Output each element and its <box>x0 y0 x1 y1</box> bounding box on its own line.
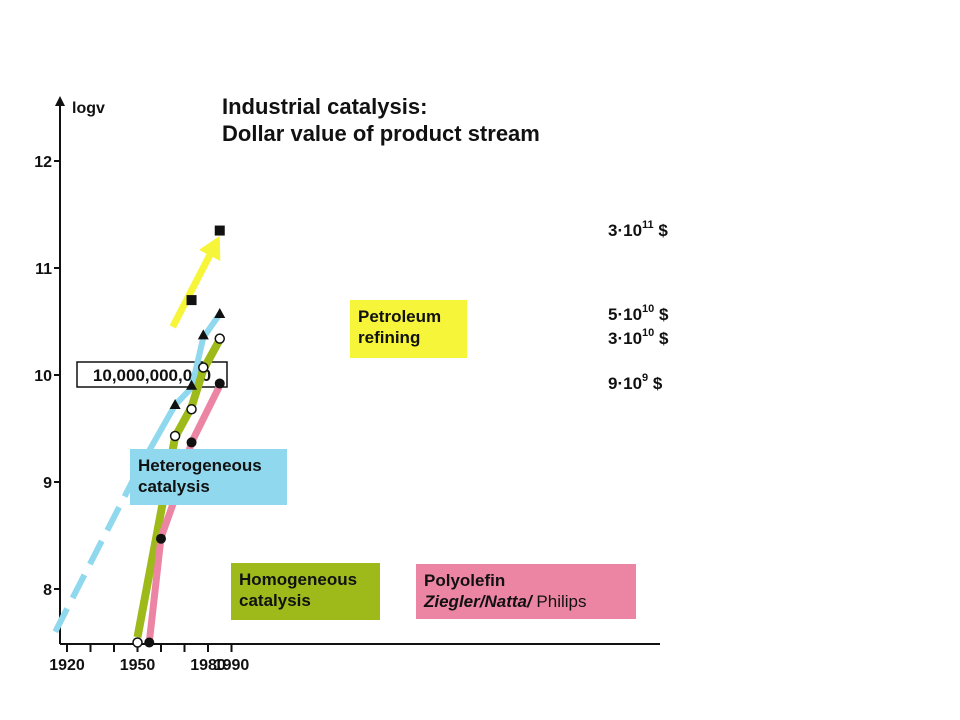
y-tick-label-10: 10 <box>34 368 52 385</box>
reference-value-label: 10,000,000,000 <box>93 366 211 385</box>
y-tick-label-9: 9 <box>43 475 52 492</box>
heterogeneous-label-line-1: Heterogeneous <box>138 456 262 475</box>
x-tick-label-1980: 1980 <box>190 657 226 674</box>
homogeneous-marker-1 <box>169 430 181 442</box>
heterogeneous-label-box: Heterogeneous catalysis <box>130 449 287 505</box>
y-tick-label-8: 8 <box>43 582 52 599</box>
petroleum-label-box: Petroleum refining <box>350 300 467 358</box>
heterogeneous-end-value: 5·1010 $ <box>608 303 669 324</box>
heterogeneous-marker-1 <box>169 398 181 409</box>
polyolefin-label-box: Polyolefin Ziegler/Natta/ Philips <box>416 564 636 619</box>
y-axis-arrow <box>55 96 65 106</box>
polyolefin-label-bg <box>416 564 636 619</box>
polyolefin-label-line-1: Polyolefin <box>424 571 505 590</box>
x-tick-label-1920: 1920 <box>49 657 85 674</box>
y-tick-label-11: 11 <box>35 261 52 278</box>
heterogeneous-marker-3 <box>197 329 209 340</box>
chart-title-line-1: Industrial catalysis: <box>222 94 427 119</box>
heterogeneous-marker-2 <box>186 379 198 390</box>
x-tick-label-1990: 1990 <box>214 657 250 674</box>
x-tick-label-1950: 1950 <box>120 657 156 674</box>
homogeneous-label-line-2: catalysis <box>239 591 311 610</box>
homogeneous-label-box: Homogeneous catalysis <box>231 563 380 620</box>
heterogeneous-dashed-line <box>52 469 141 634</box>
petroleum-label-bg <box>350 300 467 358</box>
petroleum-arrow-line <box>169 253 213 329</box>
petroleum-marker-0 <box>186 295 197 306</box>
petroleum-marker-1 <box>214 225 225 236</box>
petroleum-end-value: 3·1011 $ <box>608 219 668 240</box>
homogeneous-marker-2 <box>186 403 197 415</box>
polyolefin-marker-0 <box>144 637 155 648</box>
heterogeneous-marker-4 <box>214 308 226 319</box>
homogeneous-label-bg <box>231 563 380 620</box>
polyolefin-end-value: 9·109 $ <box>608 372 663 393</box>
polyolefin-marker-1 <box>156 533 166 544</box>
chart-title-line-2: Dollar value of product stream <box>222 121 540 146</box>
heterogeneous-label-bg <box>130 449 287 505</box>
y-tick-label-12: 12 <box>34 154 52 171</box>
homogeneous-label-line-1: Homogeneous <box>239 570 357 589</box>
series-layer <box>52 225 226 648</box>
petroleum-arrow-head <box>198 235 221 261</box>
homogeneous-marker-0 <box>132 637 143 648</box>
y-axis-label: logv <box>72 100 105 117</box>
title: Industrial catalysis: Dollar value of pr… <box>222 94 540 146</box>
polyolefin-label-line-2: Ziegler/Natta/ Philips <box>423 592 587 611</box>
homogeneous-end-value: 3·1010 $ <box>608 327 669 348</box>
polyolefin-marker-3 <box>186 437 197 448</box>
polyolefin-marker-4 <box>214 378 225 389</box>
labels-layer: 3·1011 $ 5·1010 $ 3·1010 $ 9·109 $ Petroleum… <box>130 219 669 620</box>
heterogeneous-label-line-2: catalysis <box>138 477 210 496</box>
petroleum-label-line-1: Petroleum <box>358 307 441 326</box>
homogeneous-marker-3 <box>198 362 209 373</box>
petroleum-label-line-2: refining <box>358 328 420 347</box>
homogeneous-marker-4 <box>214 333 225 344</box>
